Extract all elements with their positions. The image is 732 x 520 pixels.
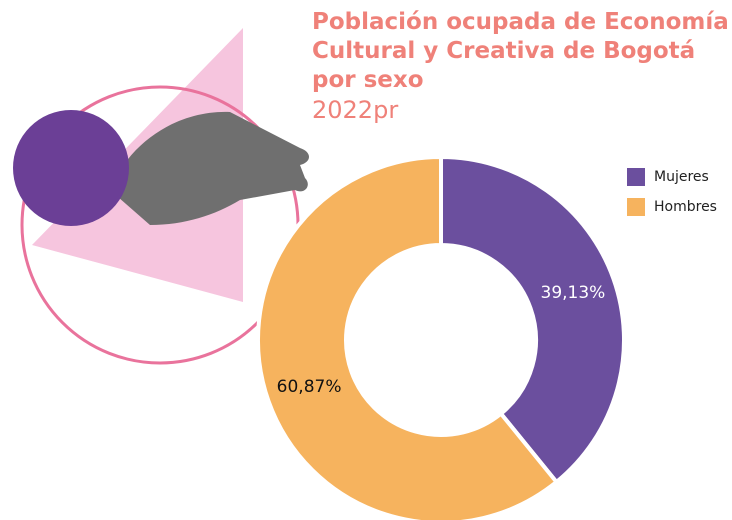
hand	[110, 112, 309, 225]
data-label: 60,87%	[277, 377, 342, 397]
page: 39,13% 60,87% Mujeres Hombres Población ocu…	[0, 0, 732, 520]
legend-swatch	[627, 168, 645, 186]
legend-label: Hombres	[654, 199, 717, 215]
legend-label: Mujeres	[654, 169, 709, 185]
chart-subtitle: 2022pr	[312, 96, 398, 124]
data-label: 39,13%	[541, 283, 606, 303]
purple-circle	[13, 110, 129, 226]
chart-title: Población ocupada de Economía Cultural y…	[312, 8, 730, 95]
legend-swatch	[627, 198, 645, 216]
